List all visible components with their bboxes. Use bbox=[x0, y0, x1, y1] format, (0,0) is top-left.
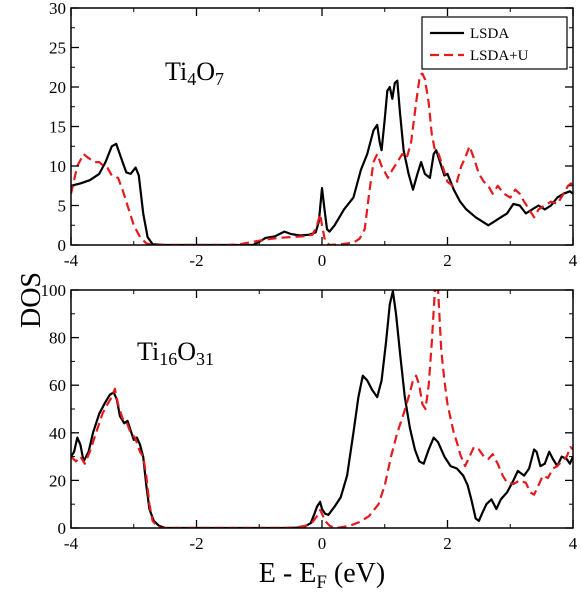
x-tick-label: 2 bbox=[443, 251, 452, 270]
y-tick-label: 25 bbox=[49, 39, 66, 58]
x-tick-label: -4 bbox=[64, 251, 79, 270]
x-axis-label: E - EF (eV) bbox=[259, 558, 385, 593]
x-tick-label: -4 bbox=[64, 534, 79, 553]
ti4o7-panel: -4 -2 0 2 4 0 5 10 15 20 25 30 Ti4O7 LSDA LSDA+U bbox=[49, 0, 578, 270]
legend-label: LSDA bbox=[470, 26, 509, 42]
y-tick-label: 10 bbox=[49, 157, 66, 176]
x-tick-label: 4 bbox=[569, 251, 578, 270]
y-axis-label: DOS bbox=[16, 272, 47, 328]
y-tick-label: 5 bbox=[58, 197, 67, 216]
y-tick-label: 20 bbox=[49, 78, 66, 97]
x-tick-label: 4 bbox=[569, 534, 578, 553]
panel-formula-label: Ti4O7 bbox=[165, 57, 224, 89]
y-tick-label: 40 bbox=[49, 424, 66, 443]
series-line-lsda bbox=[71, 290, 573, 528]
legend-label: LSDA+U bbox=[470, 48, 529, 64]
y-tick-label: 60 bbox=[49, 376, 66, 395]
x-tick-label: -2 bbox=[189, 251, 203, 270]
y-tick-label: 20 bbox=[49, 471, 66, 490]
x-tick-label: -2 bbox=[189, 534, 203, 553]
y-tick-label: 0 bbox=[58, 519, 67, 538]
x-tick-label: 2 bbox=[443, 534, 452, 553]
panel-formula-label: Ti16O31 bbox=[137, 337, 214, 369]
y-tick-label: 100 bbox=[41, 281, 67, 300]
y-tick-label: 30 bbox=[49, 0, 66, 18]
legend-box bbox=[421, 16, 568, 70]
series-line-lsda-u bbox=[71, 290, 573, 528]
x-tick-label: 0 bbox=[318, 534, 327, 553]
y-tick-label: 0 bbox=[58, 236, 67, 255]
series-line-lsda bbox=[71, 79, 573, 245]
x-tick-label: 0 bbox=[318, 251, 327, 270]
y-tick-label: 15 bbox=[49, 118, 66, 137]
y-tick-label: 80 bbox=[49, 329, 66, 348]
series-line-lsda-u bbox=[71, 72, 573, 245]
